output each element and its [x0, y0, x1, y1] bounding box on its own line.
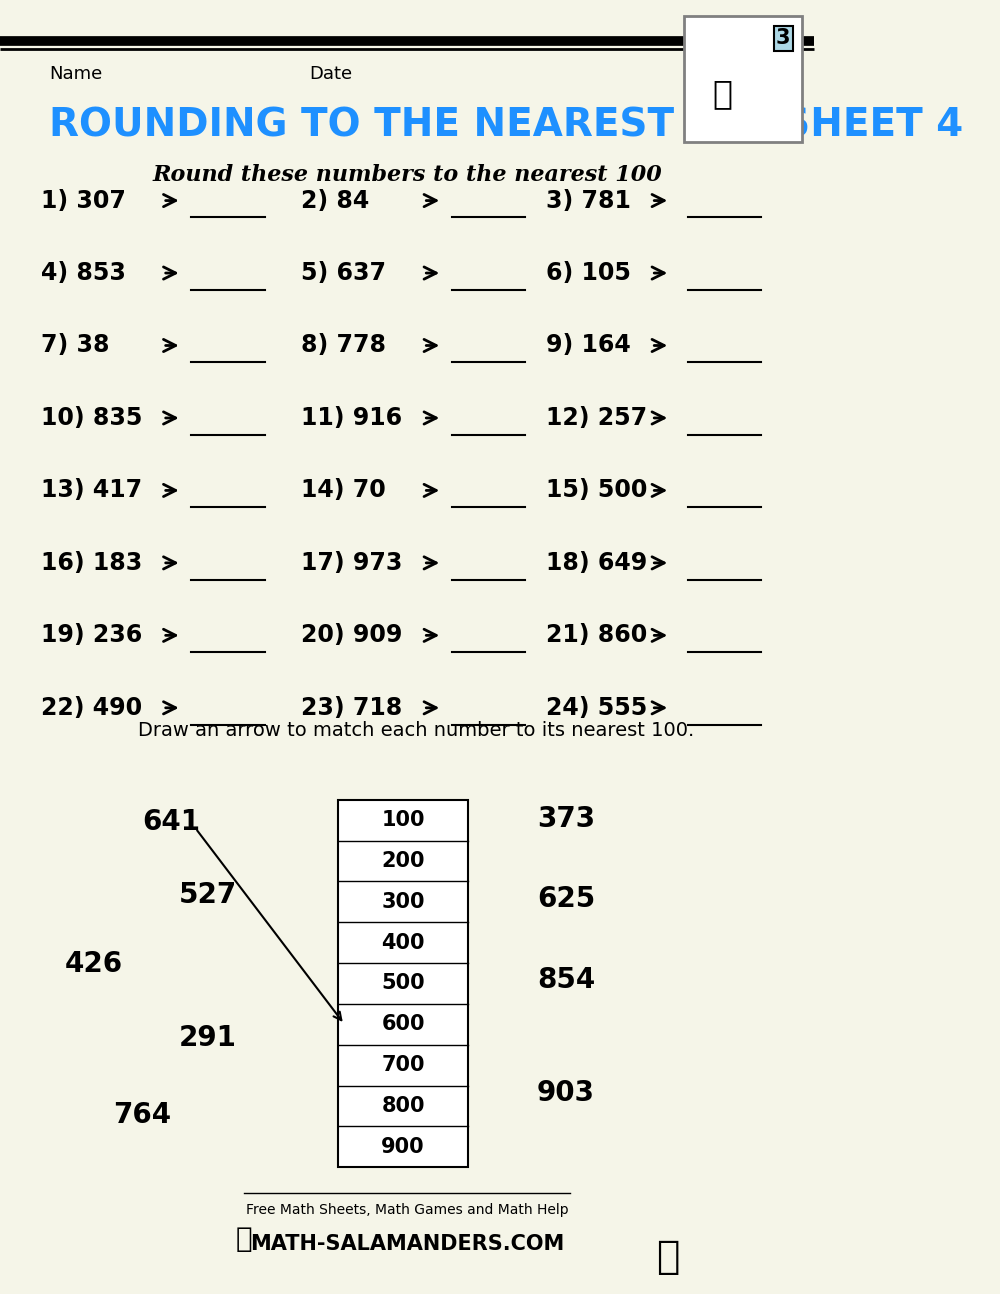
Text: 23) 718: 23) 718: [301, 696, 403, 719]
Text: 426: 426: [65, 950, 123, 978]
Text: 100: 100: [381, 810, 425, 831]
Text: 4) 853: 4) 853: [41, 261, 126, 285]
Text: 700: 700: [381, 1055, 425, 1075]
Text: ROUNDING TO THE NEAREST 100 SHEET 4: ROUNDING TO THE NEAREST 100 SHEET 4: [49, 106, 963, 144]
Text: 625: 625: [537, 885, 595, 914]
Text: 600: 600: [381, 1014, 425, 1034]
Text: 19) 236: 19) 236: [41, 624, 142, 647]
Text: Date: Date: [309, 65, 353, 83]
Text: 1) 307: 1) 307: [41, 189, 126, 212]
Text: 300: 300: [381, 892, 425, 912]
Text: 22) 490: 22) 490: [41, 696, 142, 719]
Text: 11) 916: 11) 916: [301, 406, 402, 430]
Text: 16) 183: 16) 183: [41, 551, 142, 575]
Text: 527: 527: [179, 881, 237, 910]
Text: 903: 903: [537, 1079, 595, 1108]
Text: 🦎: 🦎: [656, 1238, 679, 1276]
Text: 400: 400: [381, 933, 425, 952]
Text: 10) 835: 10) 835: [41, 406, 142, 430]
Text: 291: 291: [179, 1024, 237, 1052]
Text: 🦎: 🦎: [712, 76, 732, 110]
Text: 21) 860: 21) 860: [546, 624, 647, 647]
Text: 200: 200: [381, 851, 425, 871]
Text: 9) 164: 9) 164: [546, 334, 630, 357]
Text: Free Math Sheets, Math Games and Math Help: Free Math Sheets, Math Games and Math He…: [246, 1203, 568, 1218]
Text: 900: 900: [381, 1136, 425, 1157]
Text: 3: 3: [776, 28, 791, 48]
Text: 3) 781: 3) 781: [546, 189, 630, 212]
Text: Draw an arrow to match each number to its nearest 100.: Draw an arrow to match each number to it…: [138, 721, 695, 740]
Text: 18) 649: 18) 649: [546, 551, 647, 575]
Text: MATH-SALAMANDERS.COM: MATH-SALAMANDERS.COM: [250, 1234, 564, 1254]
Text: 764: 764: [113, 1101, 172, 1130]
Text: 641: 641: [142, 807, 200, 836]
Text: 373: 373: [537, 805, 595, 833]
Text: 854: 854: [537, 965, 595, 994]
Text: 6) 105: 6) 105: [546, 261, 630, 285]
Text: 24) 555: 24) 555: [546, 696, 647, 719]
Text: 12) 257: 12) 257: [546, 406, 647, 430]
Text: 500: 500: [381, 973, 425, 994]
Text: 13) 417: 13) 417: [41, 479, 142, 502]
Bar: [338, 800, 468, 1167]
Text: 7) 38: 7) 38: [41, 334, 109, 357]
Text: 800: 800: [381, 1096, 425, 1115]
FancyBboxPatch shape: [684, 16, 802, 142]
Text: 8) 778: 8) 778: [301, 334, 386, 357]
Text: 15) 500: 15) 500: [546, 479, 647, 502]
Text: 20) 909: 20) 909: [301, 624, 403, 647]
Text: 14) 70: 14) 70: [301, 479, 386, 502]
Text: 5) 637: 5) 637: [301, 261, 386, 285]
Text: 17) 973: 17) 973: [301, 551, 403, 575]
Text: Round these numbers to the nearest 100: Round these numbers to the nearest 100: [152, 164, 662, 186]
Text: 2) 84: 2) 84: [301, 189, 370, 212]
Text: 🦎: 🦎: [236, 1225, 253, 1254]
Text: Name: Name: [49, 65, 102, 83]
